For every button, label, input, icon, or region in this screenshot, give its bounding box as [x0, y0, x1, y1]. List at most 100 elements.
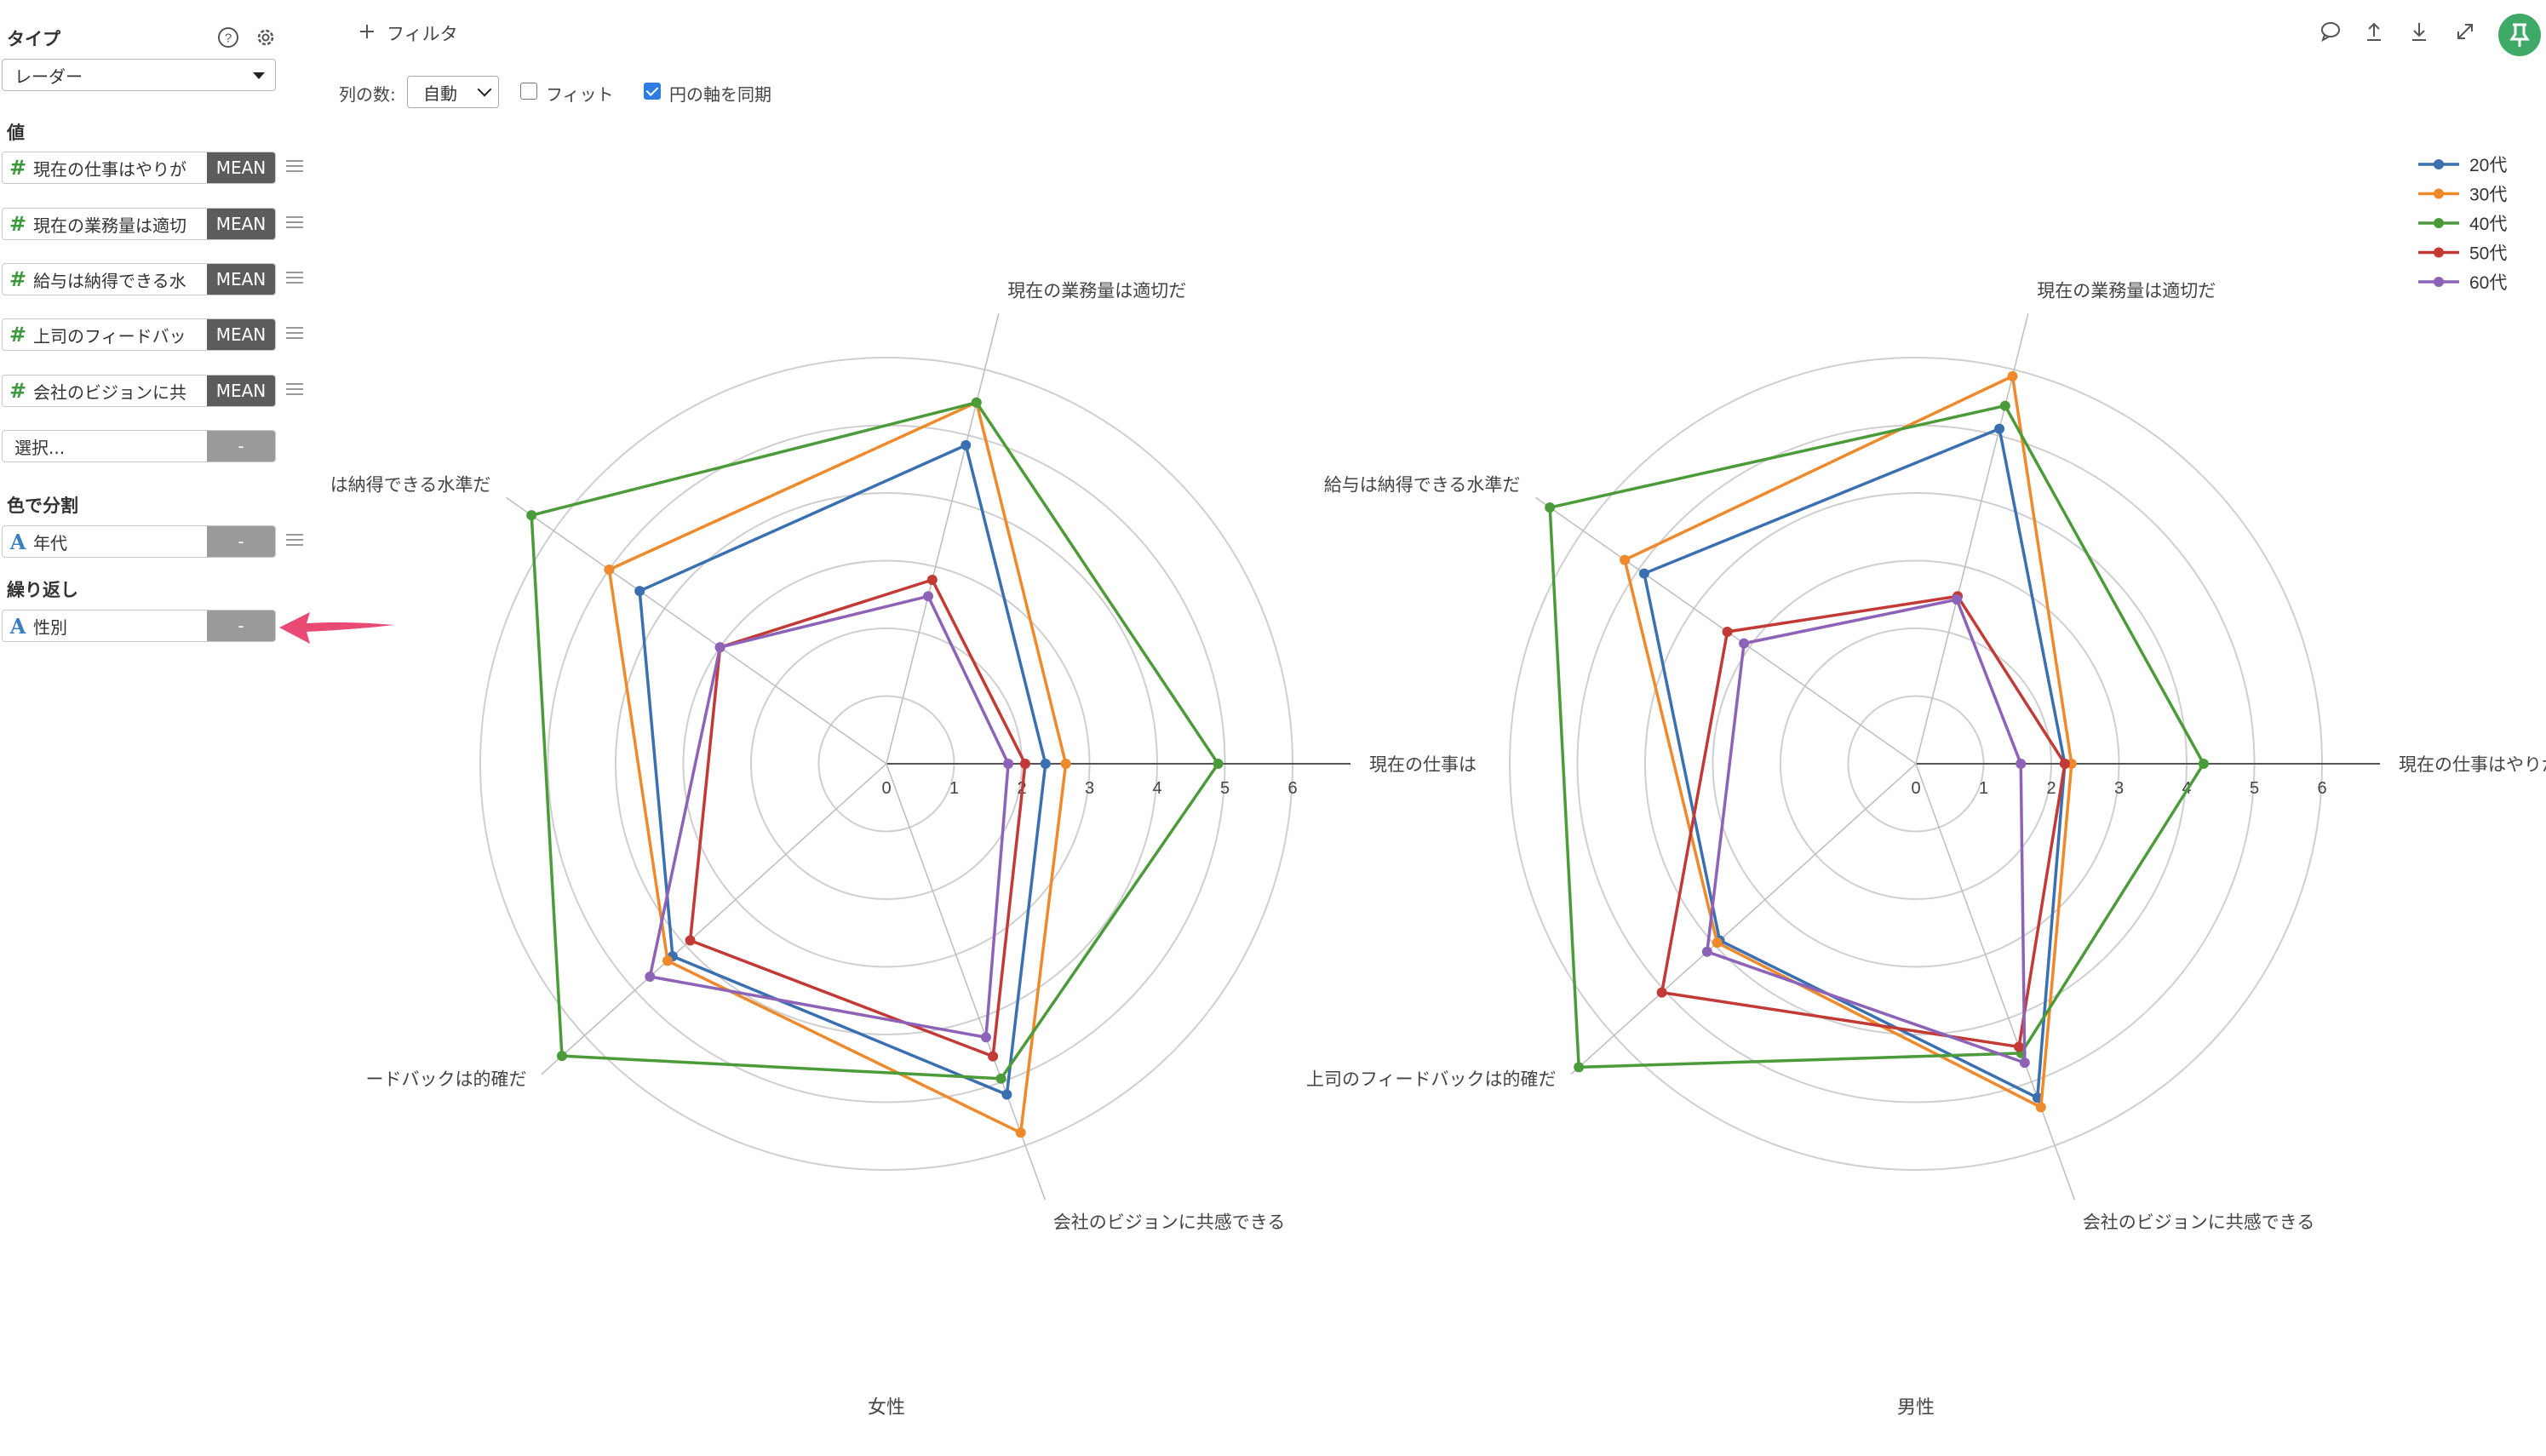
type-title: タイプ	[7, 29, 60, 49]
legend-label: 40代	[2469, 215, 2507, 234]
number-type-icon: #	[9, 267, 27, 291]
data-point	[526, 510, 537, 521]
series-line	[1660, 594, 2067, 1049]
legend-swatch-dot	[2434, 218, 2444, 228]
value-field-label: 会社のビジョンに共	[33, 381, 186, 403]
data-point	[714, 642, 725, 653]
data-point	[662, 955, 674, 966]
data-point	[1952, 594, 1963, 605]
aggregation-button[interactable]: MEAN	[207, 264, 275, 295]
value-field-2[interactable]: # 現在の業務量は適切 MEAN	[2, 208, 276, 240]
value-field-label: 上司のフィードバッ	[33, 325, 186, 347]
data-point	[980, 1032, 991, 1043]
sync-axis-checkbox[interactable]	[644, 83, 661, 100]
columns-value: 自動	[423, 83, 457, 104]
aggregation-button[interactable]: MEAN	[207, 209, 275, 239]
data-point	[971, 397, 982, 408]
aggregation-button[interactable]: -	[207, 431, 275, 461]
data-point	[2007, 370, 2018, 381]
drag-handle-icon[interactable]	[286, 383, 303, 397]
color-field-option-button[interactable]: -	[207, 526, 275, 557]
value-field-5[interactable]: # 会社のビジョンに共 MEAN	[2, 375, 276, 407]
number-type-icon: #	[9, 156, 27, 180]
axis-label: 会社のビジョンに共感できる	[2083, 1213, 2315, 1233]
svg-text:?: ?	[225, 32, 232, 46]
legend-label: 50代	[2469, 244, 2507, 264]
expand-icon[interactable]	[2452, 19, 2478, 44]
columns-select[interactable]: 自動	[407, 76, 499, 108]
data-point	[1019, 759, 1030, 769]
axis-label: 現在の業務量は適切だ	[2037, 281, 2216, 301]
value-field-1[interactable]: # 現在の仕事はやりが MEAN	[2, 152, 276, 184]
tick-label: 2	[2046, 779, 2056, 798]
plus-icon[interactable]	[354, 19, 380, 44]
number-type-icon: #	[9, 212, 27, 236]
series-line	[530, 400, 1220, 1081]
repeat-field-option-button[interactable]: -	[207, 610, 275, 641]
series-line	[648, 594, 1010, 1039]
drag-handle-icon[interactable]	[286, 327, 303, 341]
download-icon[interactable]	[2406, 19, 2432, 44]
drag-handle-icon[interactable]	[286, 216, 303, 230]
data-point	[1003, 759, 1014, 769]
add-value-field[interactable]: 選択... -	[2, 430, 276, 462]
aggregation-button[interactable]: MEAN	[207, 152, 275, 183]
color-field[interactable]: A 年代 -	[2, 525, 276, 558]
drag-handle-icon[interactable]	[286, 272, 303, 285]
axis-label: 現在の仕事は	[1369, 755, 1477, 775]
legend-item: 30代	[2418, 186, 2507, 205]
pin-button[interactable]	[2498, 14, 2541, 56]
add-filter-button[interactable]: フィルタ	[387, 24, 458, 44]
drag-handle-icon[interactable]	[286, 160, 303, 174]
value-field-3[interactable]: # 給与は納得できる水 MEAN	[2, 263, 276, 295]
chart-type-select[interactable]: レーダー	[2, 59, 276, 91]
drag-handle-icon[interactable]	[286, 534, 303, 547]
data-point	[1994, 423, 2005, 434]
data-point	[556, 1051, 567, 1062]
series-line	[1623, 375, 2073, 1109]
data-point	[1701, 946, 1712, 957]
series-60代	[645, 591, 1014, 1043]
value-field-4[interactable]: # 上司のフィードバッ MEAN	[2, 318, 276, 351]
aggregation-button[interactable]: MEAN	[207, 375, 275, 406]
axis-spoke	[1570, 763, 1917, 1075]
color-title: 色で分割	[7, 496, 78, 516]
data-point	[1638, 568, 1649, 579]
aggregation-button[interactable]: MEAN	[207, 319, 275, 350]
data-point	[1040, 759, 1051, 769]
data-point	[634, 586, 645, 597]
comment-icon[interactable]	[2318, 19, 2343, 44]
legend-swatch-dot	[2434, 277, 2444, 287]
tick-label: 3	[1085, 779, 1094, 798]
data-point	[2019, 1058, 2030, 1069]
axis-spoke	[886, 763, 1046, 1201]
series-line	[1706, 598, 2027, 1064]
data-point	[1656, 987, 1667, 998]
data-point	[2013, 1041, 2024, 1052]
tick-label: 1	[949, 779, 959, 798]
tick-label: 0	[1911, 779, 1920, 798]
fit-checkbox[interactable]	[520, 83, 537, 100]
help-icon[interactable]: ?	[216, 26, 240, 49]
tick-label: 6	[1287, 779, 1297, 798]
number-type-icon: #	[9, 323, 27, 347]
data-point	[685, 935, 696, 946]
data-point	[645, 972, 656, 983]
tick-label: 4	[1152, 779, 1161, 798]
repeat-field[interactable]: A 性別 -	[2, 610, 276, 642]
upload-icon[interactable]	[2361, 19, 2387, 44]
tick-label: 3	[2114, 779, 2124, 798]
axis-spoke	[506, 496, 887, 765]
data-point	[1620, 554, 1631, 565]
axis-label: 上司のフィードバックは的確だ	[1306, 1069, 1557, 1089]
data-point	[1545, 502, 1556, 513]
legend-swatch-dot	[2434, 247, 2444, 258]
series-30代	[1620, 370, 2077, 1113]
axis-spoke	[541, 763, 887, 1075]
gear-icon[interactable]	[254, 26, 278, 49]
axis-label: は納得できる水準だ	[330, 476, 491, 496]
tick-label: 1	[1979, 779, 1988, 798]
facet-title: 女性	[868, 1396, 905, 1418]
data-point	[2059, 759, 2070, 769]
